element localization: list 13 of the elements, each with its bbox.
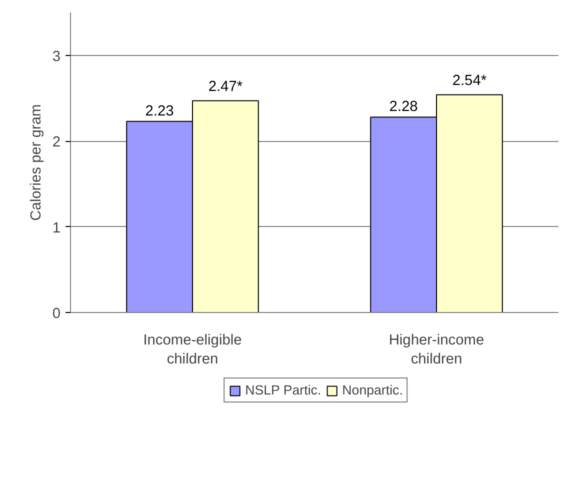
data-label: 2.23 xyxy=(145,103,174,120)
y-tick-label: 1 xyxy=(52,220,61,236)
data-label: 2.47* xyxy=(208,78,243,95)
x-tick-label: Income-eligible children xyxy=(143,332,242,368)
legend-label: NSLP Partic. xyxy=(245,382,322,398)
x-tick-label: Higher-income children xyxy=(388,332,484,368)
y-axis-title: Calories per gram xyxy=(28,104,44,221)
y-tick-label: 3 xyxy=(52,48,61,65)
y-tick-label: 2 xyxy=(52,134,61,151)
legend-label: Nonpartic. xyxy=(342,382,403,398)
y-tick-label: 0 xyxy=(52,306,61,322)
data-label: 2.28 xyxy=(389,99,418,116)
data-label: 2.54* xyxy=(452,72,487,89)
